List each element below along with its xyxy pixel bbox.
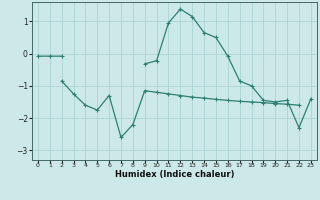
X-axis label: Humidex (Indice chaleur): Humidex (Indice chaleur) [115,170,234,179]
